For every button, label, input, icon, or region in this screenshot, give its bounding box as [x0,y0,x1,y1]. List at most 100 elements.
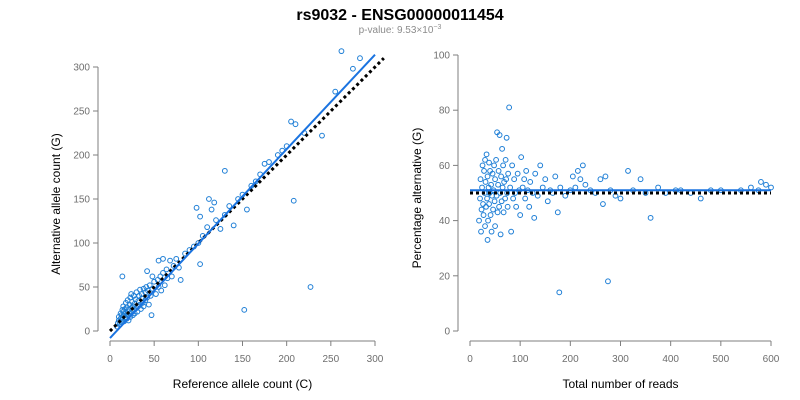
allele-count-chart: 0 50 100 150 200 250 300 0 50 100 150 200 250 300 Refe… [49,48,385,391]
data-point [144,268,151,275]
data-point [489,170,496,177]
data-point [605,278,611,285]
y-tick-label: 0 [444,327,450,338]
data-point [477,176,484,183]
y-axis-label: Percentage alternative (G) [410,128,424,269]
data-point [221,167,228,174]
data-point [163,266,170,273]
data-point [221,211,228,218]
data-point [481,168,487,174]
y-tick-label: 80 [439,106,451,117]
data-point [539,184,546,191]
data-point [479,162,486,169]
data-point [195,240,202,246]
y-tick-label: 20 [439,271,451,282]
x-tick-label: 500 [712,354,729,365]
data-point [173,255,180,262]
data-point [768,184,774,191]
data-point [213,217,219,224]
data-point [140,303,147,310]
y-tick-label: 300 [73,63,90,74]
data-point [177,277,184,283]
data-point [509,162,516,169]
data-point [655,184,662,191]
y-tick-label: 100 [73,239,90,250]
data-point [506,104,513,111]
y-axis: 0 20 40 60 80 100 [433,51,459,338]
y-tick-label: 40 [439,216,451,227]
data-point [526,203,533,210]
x-axis: 0 50 100 150 200 250 300 [107,340,384,365]
data-point [504,203,511,210]
data-point [556,289,563,296]
data-point [617,195,624,202]
data-point [577,176,584,183]
fit-line [109,53,376,339]
data-point [498,198,505,205]
data-point [480,212,487,218]
data-point [514,170,521,177]
data-point [625,168,631,174]
data-point [758,179,764,185]
data-point [488,181,494,188]
data-point [115,320,121,326]
data-point [519,184,526,191]
data-point [532,170,539,177]
data-point [480,201,486,207]
data-point [241,306,248,313]
data-point [503,176,510,183]
data-point [148,312,155,319]
data-point [508,228,515,235]
data-point [482,156,488,163]
data-point [217,226,224,232]
pvalue-prefix: p-value: 9.53×10 [359,25,434,36]
data-point [600,201,606,207]
data-point [499,145,506,152]
data-points [114,48,363,330]
data-point [505,170,512,177]
data-point [332,88,339,95]
percentage-alternative-chart: 0 100 200 300 400 500 600 0 20 40 60 80 100 Total num… [410,51,780,392]
data-point [527,179,534,185]
x-tick-label: 150 [234,354,251,365]
data-point [145,301,152,308]
x-tick-label: 100 [190,354,207,365]
data-point [521,176,528,183]
data-point [597,176,604,183]
data-point [496,132,503,138]
data-point [763,181,769,188]
data-point [161,282,168,289]
data-point [552,173,559,180]
data-point [495,168,502,174]
data-point [288,118,294,125]
y-tick-label: 150 [73,195,90,206]
data-point [211,199,218,206]
x-tick-label: 100 [512,354,529,365]
x-tick-label: 0 [467,354,473,365]
data-point [494,209,501,216]
data-point [158,287,165,294]
data-point [502,156,509,163]
data-point [486,159,492,166]
data-point [542,176,549,183]
data-point [338,48,345,55]
data-point [290,197,297,204]
data-point [226,203,233,209]
data-point [122,306,128,312]
x-axis: 0 100 200 300 400 500 600 [467,340,780,365]
y-axis-label: Alternative allele count (G) [49,133,63,274]
x-tick-label: 200 [278,354,295,365]
data-point [478,228,484,235]
data-point [490,206,496,213]
data-point [510,195,517,202]
y-axis: 0 50 100 150 200 250 300 [73,63,99,338]
data-point [498,173,505,180]
x-tick-label: 50 [149,354,161,365]
data-point [168,273,175,280]
data-point [511,176,518,183]
data-point [484,237,491,243]
x-tick-label: 600 [763,354,780,365]
data-point [197,213,204,220]
data-point [479,184,485,191]
x-tick-label: 400 [662,354,679,365]
